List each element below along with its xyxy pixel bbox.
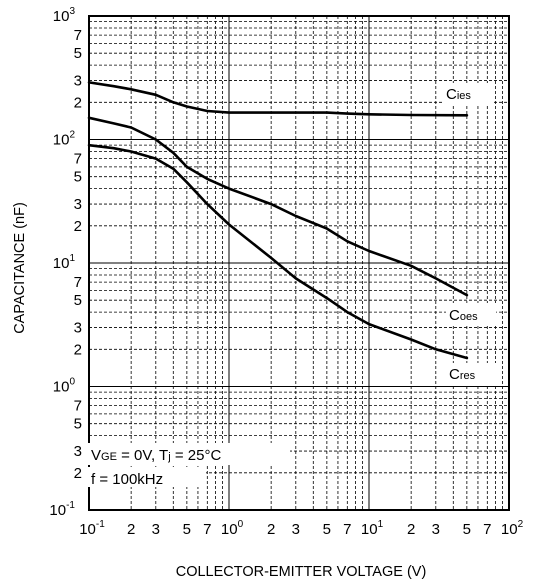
y-tick-label: 2 (74, 341, 82, 358)
annotation-line-1: VGE = 0V, Tj = 25°C (91, 447, 221, 464)
x-tick-label: 102 (501, 519, 524, 538)
x-tick-label: 7 (203, 521, 211, 538)
x-tick-labels: 10-1 2 3 5 7 100 2 3 5 7 101 2 3 5 7 102 (79, 519, 523, 538)
x-tick-label: 5 (183, 521, 191, 538)
y-tick-label: 2 (74, 218, 82, 235)
series-lines (87, 81, 469, 360)
y-tick-label: 5 (74, 45, 82, 62)
series-labels: Cies Coes Cres (442, 83, 496, 384)
y-tick-label: 5 (74, 169, 82, 186)
y-tick-label: 5 (74, 292, 82, 309)
y-tick-label: 100 (53, 377, 76, 396)
y-tick-label: 3 (74, 320, 82, 337)
series-label-ies-sub: ies (457, 90, 472, 102)
x-tick-label: 2 (267, 521, 275, 538)
x-axis-title: COLLECTOR-EMITTER VOLTAGE (V) (176, 564, 427, 580)
series-line-res (87, 143, 469, 360)
annotation-line-2: f = 100kHz (91, 471, 163, 488)
annotation-bg-1 (88, 443, 290, 465)
series-label-ies: Cies (446, 86, 471, 103)
y-tick-label: 7 (74, 274, 82, 291)
series-label-ies-main: C (446, 86, 457, 103)
x-tick-label: 3 (152, 521, 160, 538)
series-label-oes: Coes (449, 307, 478, 324)
series-label-oes-main: C (449, 307, 460, 324)
y-tick-label: 7 (74, 27, 82, 44)
series-label-bg-res (446, 363, 496, 384)
series-label-bg-oes (446, 303, 496, 324)
series-label-oes-sub: oes (460, 311, 478, 323)
x-tick-label: 10-1 (79, 519, 105, 538)
x-tick-label: 7 (343, 521, 351, 538)
plot-frame (88, 15, 510, 511)
series-line-ies (87, 81, 469, 117)
x-tick-label: 3 (432, 521, 440, 538)
series-label-bg-ies (442, 83, 494, 104)
y-tick-label: 3 (74, 196, 82, 213)
x-tick-label: 7 (483, 521, 491, 538)
y-tick-label: 7 (74, 398, 82, 415)
y-tick-label: 7 (74, 151, 82, 168)
y-tick-label: 3 (74, 73, 82, 90)
y-tick-label: 2 (74, 94, 82, 111)
x-tick-label: 3 (292, 521, 300, 538)
series-line-oes (87, 116, 469, 297)
x-tick-label: 2 (127, 521, 135, 538)
x-tick-label: 2 (407, 521, 415, 538)
annotation-bg-2 (88, 467, 206, 487)
series-label-res-sub: res (460, 370, 476, 382)
y-tick-label: 103 (53, 6, 76, 25)
y-tick-label: 10-1 (49, 500, 75, 519)
y-tick-label: 5 (74, 416, 82, 433)
y-axis-title: CAPACITANCE (nF) (12, 202, 28, 334)
y-tick-label: 101 (53, 253, 76, 272)
series-label-res-main: C (449, 366, 460, 383)
y-tick-label: 3 (74, 443, 82, 460)
y-tick-label: 2 (74, 465, 82, 482)
grid (89, 16, 509, 510)
x-tick-label: 5 (323, 521, 331, 538)
x-tick-label: 5 (463, 521, 471, 538)
x-tick-label: 101 (361, 519, 384, 538)
conditions-annotation: VGE = 0V, Tj = 25°C f = 100kHz (88, 443, 290, 488)
y-tick-label: 102 (53, 130, 76, 149)
series-label-res: Cres (449, 366, 476, 383)
x-tick-label: 100 (221, 519, 244, 538)
